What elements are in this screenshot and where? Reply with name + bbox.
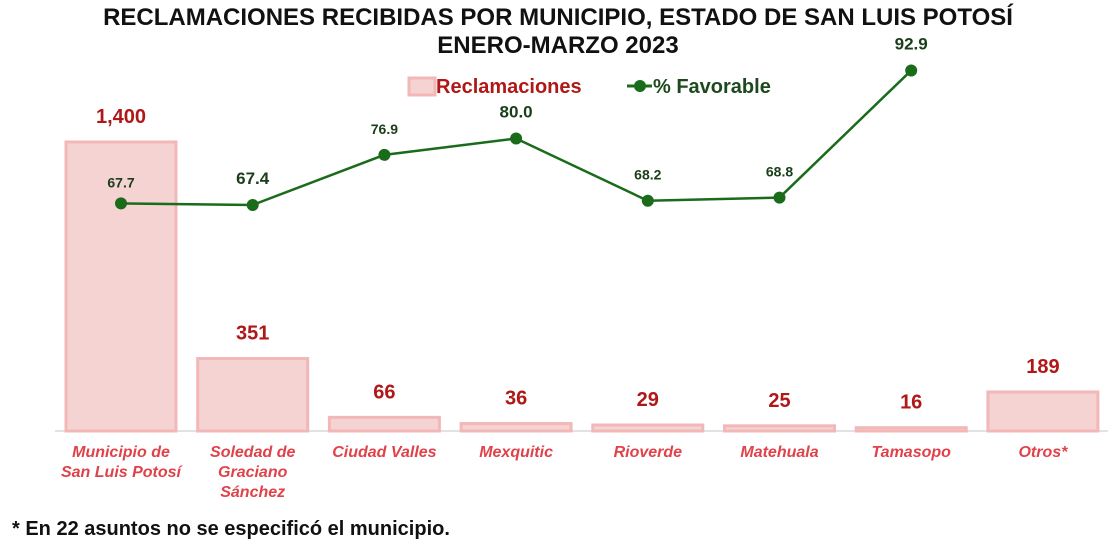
category-label: Ciudad Valles [332, 444, 436, 461]
legend-line-marker [634, 80, 646, 92]
bar-value-label: 1,400 [96, 106, 146, 128]
bar [64, 140, 178, 433]
line-point [246, 198, 259, 211]
line-value-label: 67.4 [236, 169, 270, 188]
line-value-label: 67.7 [107, 174, 134, 190]
bar [854, 426, 968, 433]
line-point [641, 194, 654, 207]
bar-value-label: 189 [1026, 356, 1059, 378]
bar-value-label: 36 [505, 388, 527, 410]
bar [196, 357, 310, 433]
footnote: * En 22 asuntos no se especificó el muni… [12, 518, 450, 540]
line-point [905, 64, 918, 77]
bar [591, 423, 705, 433]
category-label: Otros* [1018, 444, 1068, 461]
bar [723, 424, 836, 433]
category-label: Matehuala [740, 444, 818, 461]
line-point [115, 197, 127, 210]
line-value-label: 68.8 [766, 164, 793, 180]
line-value-label: 80.0 [500, 103, 533, 122]
category-label: Rioverde [614, 444, 683, 461]
category-label: Mexquitic [479, 444, 553, 461]
category-label: Soledad de Graciano Sánchez [210, 444, 295, 501]
bar [459, 422, 573, 433]
line-point [378, 148, 391, 161]
line-point [773, 191, 786, 204]
line-value-label: 92.9 [895, 34, 928, 53]
bar-value-label: 66 [373, 381, 395, 403]
legend-line-label: % Favorable [653, 76, 771, 98]
line-point [510, 132, 523, 145]
chart-subtitle: ENERO-MARZO 2023 [437, 32, 679, 59]
line-value-label: 76.9 [371, 121, 398, 137]
legend-bar-label: Reclamaciones [436, 76, 582, 98]
legend-bar-swatch [407, 76, 437, 97]
legend: Reclamaciones % Favorable [407, 76, 771, 98]
bar [327, 415, 441, 433]
bar [986, 390, 1100, 433]
line-value-label: 68.2 [634, 167, 661, 183]
category-label: Municipio de San Luis Potosí [61, 444, 184, 481]
bar-value-label: 25 [768, 390, 790, 412]
chart-title: RECLAMACIONES RECIBIDAS POR MUNICIPIO, E… [103, 4, 1013, 31]
bar-value-label: 351 [236, 323, 269, 345]
bar-value-label: 16 [900, 392, 922, 414]
category-label: Tamasopo [871, 444, 951, 461]
bar-value-label: 29 [637, 389, 659, 411]
